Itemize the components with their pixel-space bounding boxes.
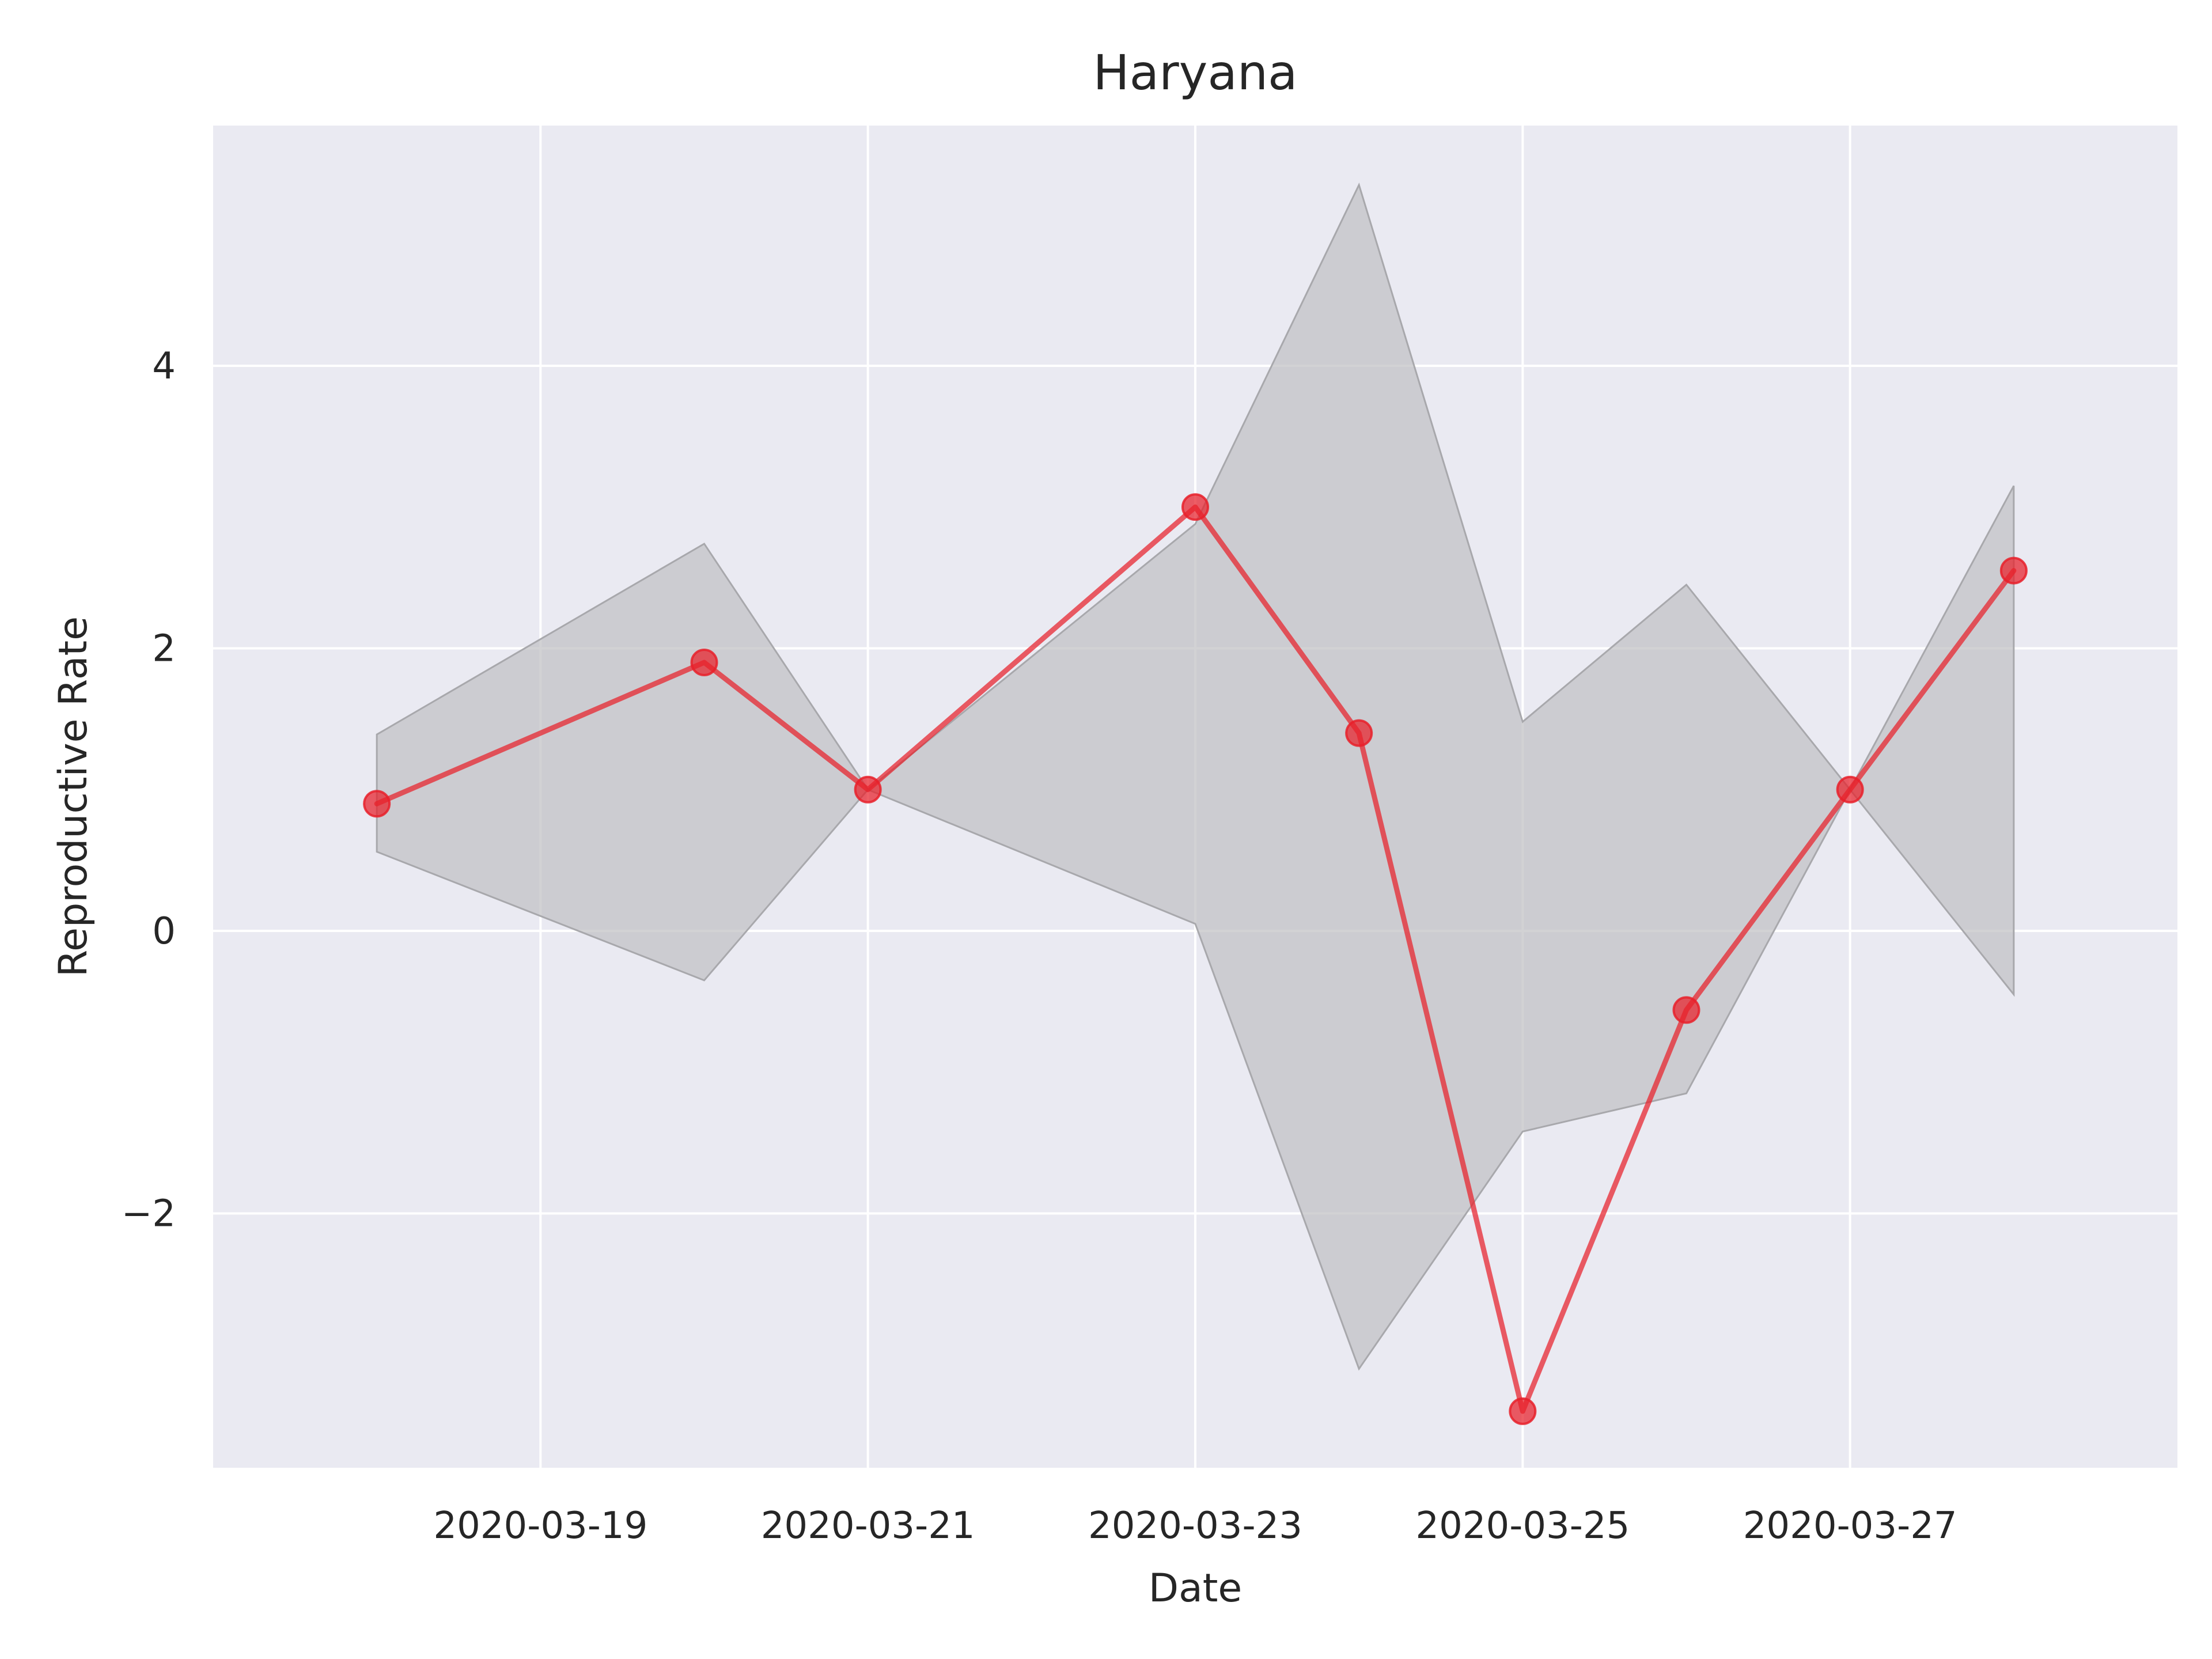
x-tick-label-3: 2020-03-25 [1415, 1505, 1630, 1547]
y-tick-label-0: −2 [122, 1193, 176, 1236]
x-tick-label-2: 2020-03-23 [1088, 1505, 1302, 1547]
x-tick-label-0: 2020-03-19 [433, 1505, 647, 1547]
x-tick-label-4: 2020-03-27 [1743, 1505, 1957, 1547]
x-tick-labels: 2020-03-19 2020-03-21 2020-03-23 2020-03-25… [433, 1505, 1957, 1547]
series-markers [363, 493, 2028, 1425]
x-tick-label-1: 2020-03-21 [761, 1505, 975, 1547]
data-point-3 [1181, 493, 1209, 521]
data-point-7 [1836, 775, 1864, 804]
x-axis-label: Date [1149, 1566, 1243, 1611]
y-tick-labels: −2 0 2 4 [122, 345, 176, 1236]
data-point-0 [363, 790, 391, 818]
data-point-2 [854, 775, 882, 804]
y-tick-label-1: 0 [152, 910, 176, 953]
data-point-5 [1509, 1397, 1537, 1425]
data-point-8 [1999, 556, 2028, 585]
y-axis-label: Reproductive Rate [51, 616, 96, 977]
chart-title: Haryana [1093, 44, 1297, 101]
data-point-6 [1672, 996, 1700, 1024]
data-point-1 [690, 649, 718, 676]
y-tick-label-2: 2 [152, 627, 176, 670]
y-tick-label-3: 4 [152, 345, 176, 388]
data-point-4 [1345, 719, 1373, 747]
